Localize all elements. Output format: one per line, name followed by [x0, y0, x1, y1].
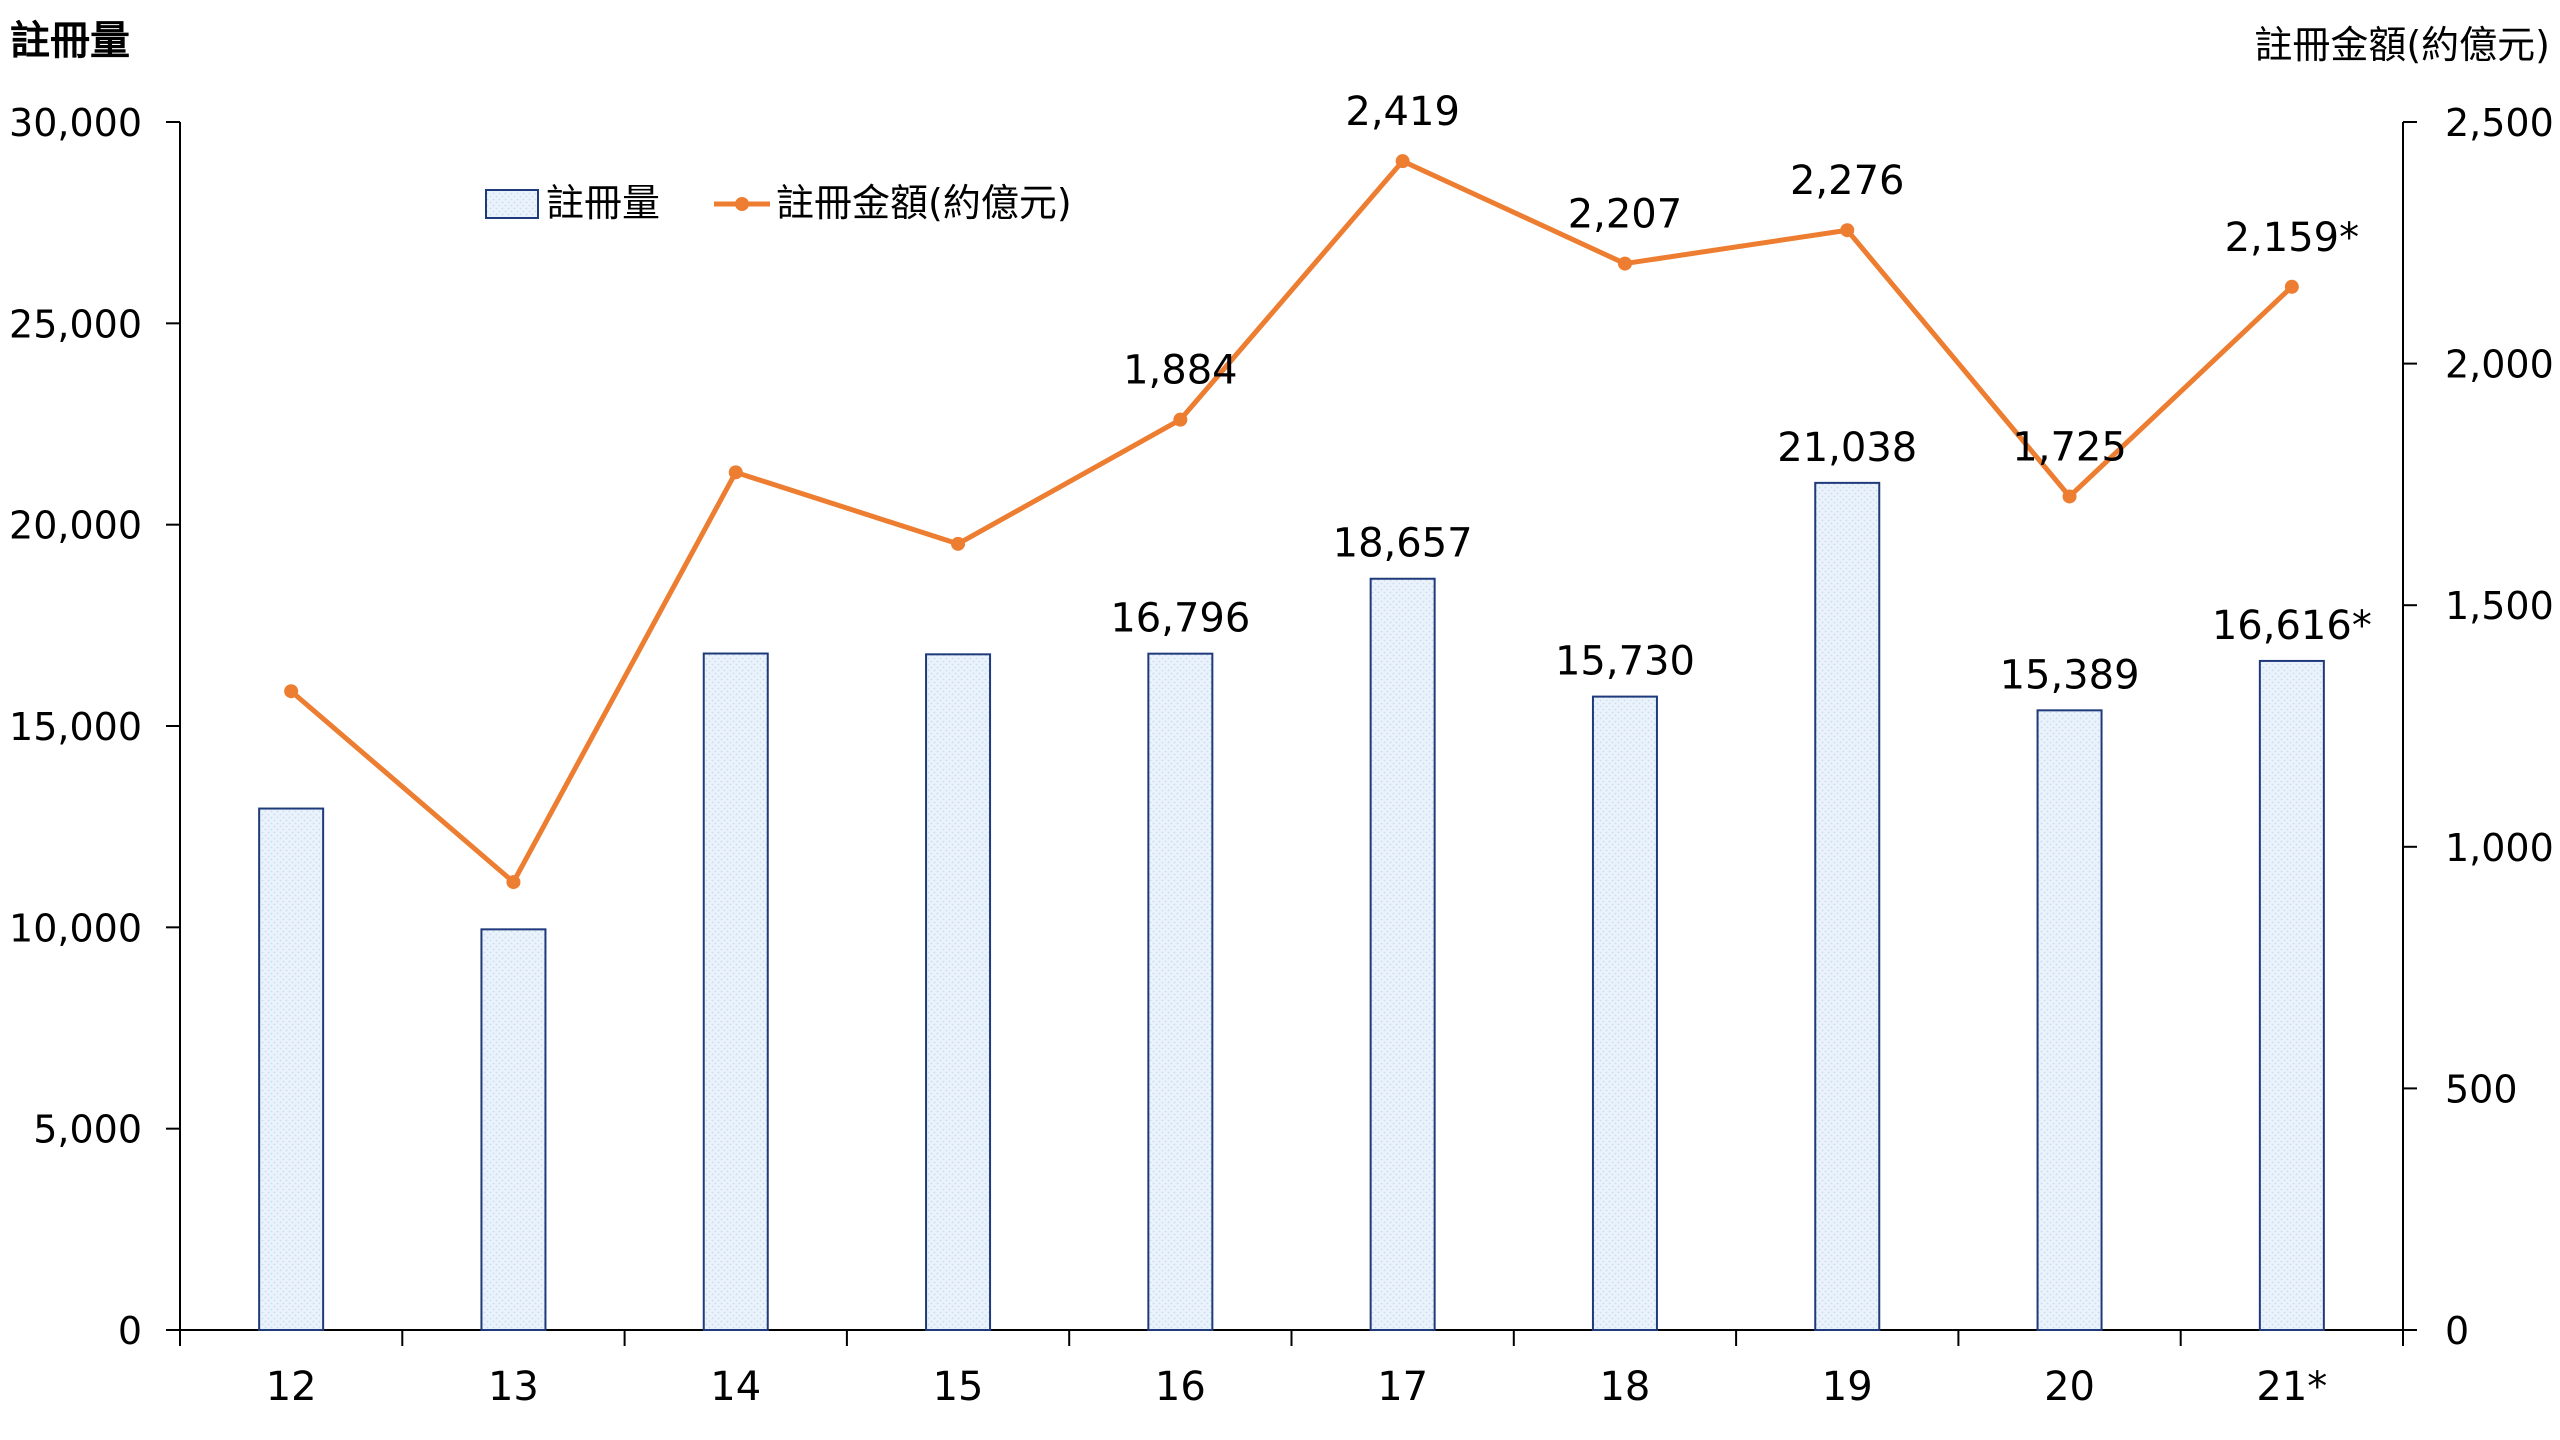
line-point [2062, 489, 2077, 504]
bar [258, 807, 325, 1331]
bar [2036, 709, 2103, 1331]
bar [1369, 577, 1436, 1331]
x-tick-label: 13 [488, 1364, 539, 1410]
left-tick-label: 30,000 [9, 101, 142, 145]
line-point [728, 465, 743, 480]
amount-line [289, 158, 2294, 885]
bar [1147, 652, 1214, 1331]
bar-data-label: 15,730 [1555, 639, 1695, 685]
bar [480, 928, 547, 1331]
bar [702, 652, 769, 1331]
left-tick-label: 5,000 [33, 1108, 142, 1152]
left-tick-label: 15,000 [9, 705, 142, 749]
line-point [1395, 154, 1410, 169]
line-point [1173, 412, 1188, 427]
bar-data-label: 15,389 [2000, 652, 2140, 698]
legend: 註冊量 註冊金額(約億元) [485, 181, 1072, 225]
bar-data-label: 18,657 [1333, 521, 1473, 567]
left-tick-label: 10,000 [9, 906, 142, 950]
labels-layer: 16,796 18,657 15,730 21,038 15,389 16,616* 1,8… [1110, 89, 2371, 698]
line-layer [284, 154, 2299, 890]
bars-layer [258, 481, 2325, 1331]
line-point [1617, 256, 1632, 271]
legend-bar-swatch [485, 189, 539, 219]
bar-data-label: 16,796 [1110, 596, 1250, 642]
x-tick-label: 18 [1599, 1364, 1650, 1410]
bar [925, 653, 992, 1331]
right-tick-label: 500 [2445, 1067, 2518, 1111]
right-axis-title: 註冊金額(約億元) [2254, 23, 2550, 67]
x-tick-label: 21* [2256, 1364, 2327, 1410]
bar [2258, 659, 2325, 1331]
line-data-label: 2,159* [2225, 215, 2360, 261]
line-point [2284, 279, 2299, 294]
line-point [284, 684, 299, 699]
line-point [951, 536, 966, 551]
x-tick-label: 20 [2044, 1364, 2095, 1410]
left-tick-label: 20,000 [9, 504, 142, 548]
right-tick-label: 0 [2445, 1309, 2469, 1353]
line-data-label: 2,207 [1568, 192, 1683, 238]
bar-data-label: 21,038 [1777, 425, 1917, 471]
right-tick-label: 2,000 [2445, 343, 2554, 387]
line-data-label: 1,725 [2012, 424, 2127, 470]
bar-data-label: 16,616* [2212, 603, 2372, 649]
axes-layer: 0 5,000 10,000 15,000 20,000 25,000 30,000 0 500… [9, 18, 2554, 1410]
bar [1814, 481, 1881, 1331]
line-data-label: 1,884 [1123, 348, 1238, 394]
line-point [1840, 223, 1855, 238]
line-data-label: 2,419 [1345, 89, 1460, 135]
x-tick-label: 15 [933, 1364, 984, 1410]
legend-line-label: 註冊金額(約億元) [776, 181, 1072, 225]
right-tick-label: 1,500 [2445, 584, 2554, 628]
bar [1591, 695, 1658, 1331]
right-tick-label: 2,500 [2445, 101, 2554, 145]
x-tick-label: 14 [710, 1364, 761, 1410]
x-tick-label: 19 [1822, 1364, 1873, 1410]
x-tick-label: 17 [1377, 1364, 1428, 1410]
right-tick-label: 1,000 [2445, 826, 2554, 870]
x-tick-label: 12 [266, 1364, 317, 1410]
legend-line-marker [735, 197, 749, 211]
legend-bar-label: 註冊量 [546, 181, 660, 225]
line-point [506, 875, 521, 890]
line-data-label: 2,276 [1790, 158, 1905, 204]
left-tick-label: 25,000 [9, 302, 142, 346]
left-axis-title: 註冊量 [10, 18, 130, 64]
x-tick-label: 16 [1155, 1364, 1206, 1410]
left-tick-label: 0 [118, 1309, 142, 1353]
